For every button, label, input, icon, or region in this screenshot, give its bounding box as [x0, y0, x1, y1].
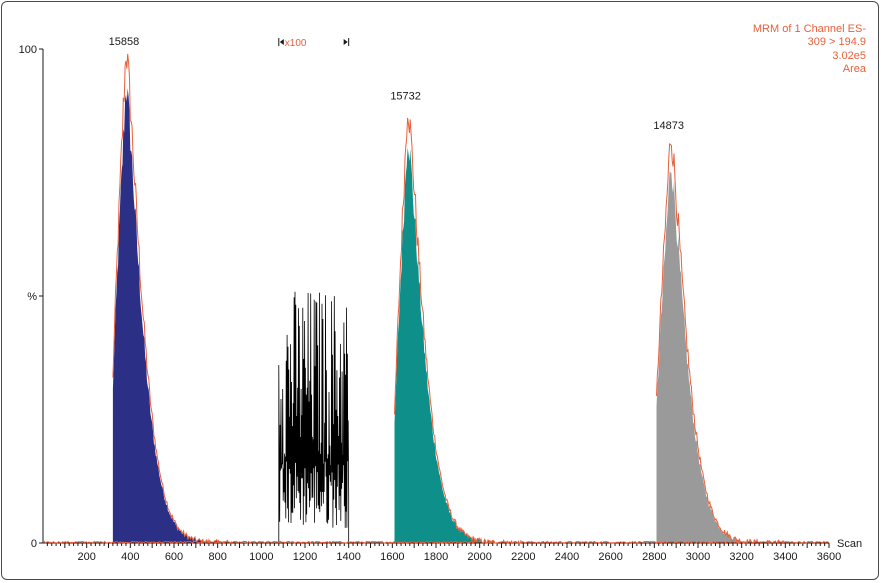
x-tick-label: 2800: [642, 551, 666, 563]
x-tick-label: 2400: [555, 551, 579, 563]
peak-label: 15858: [109, 36, 140, 48]
x-tick-label: 3000: [686, 551, 710, 563]
x-tick-label: 200: [77, 551, 95, 563]
info-line-transition: 309 > 194.9: [808, 36, 866, 48]
noise-trace: [278, 291, 350, 544]
x-tick-label: 3600: [817, 551, 841, 563]
x-tick-label: 3200: [729, 551, 753, 563]
x-tick-label: 1400: [336, 551, 360, 563]
x-axis-label: Scan: [837, 538, 862, 550]
magnify-left-arrow-icon: [279, 39, 284, 45]
info-line-intensity: 3.02e5: [832, 50, 866, 62]
y-tick-label: %: [27, 291, 37, 303]
baseline-trace: [43, 540, 830, 544]
peak-fill: [656, 171, 785, 544]
x-tick-label: 1600: [380, 551, 404, 563]
peak-2: 15732: [390, 90, 522, 545]
noise-region: [278, 291, 350, 544]
trace-info: MRM of 1 Channel ES- 309 > 194.9 3.02e5 …: [753, 23, 867, 75]
info-line-channel: MRM of 1 Channel ES-: [753, 23, 866, 35]
magnification-marker: x100: [278, 38, 350, 49]
peak-label: 14873: [653, 120, 684, 132]
info-line-mode: Area: [843, 63, 867, 75]
peak-outline: [112, 53, 240, 545]
y-tick-label: 100: [19, 44, 37, 56]
magnify-right-arrow-icon: [343, 39, 348, 45]
x-tick-label: 2200: [511, 551, 535, 563]
magnify-label: x100: [285, 38, 307, 49]
peak-fill: [394, 147, 522, 543]
x-tick-label: 2000: [467, 551, 491, 563]
x-tick-label: 600: [165, 551, 183, 563]
x-tick-label: 1000: [249, 551, 273, 563]
x-tick-label: 3400: [773, 551, 797, 563]
x-tick-label: 400: [121, 551, 139, 563]
x-tick-label: 1200: [293, 551, 317, 563]
x-tick-label: 800: [208, 551, 226, 563]
x-tick-label: 2600: [598, 551, 622, 563]
x-tick-label: 1800: [424, 551, 448, 563]
peak-label: 15732: [390, 90, 421, 102]
y-tick-label: 0: [31, 538, 37, 550]
axes: 200 400 600 800 1000 1200 1400 1600 1800 2000 2200…: [19, 44, 842, 563]
peak-3: 14873: [653, 120, 785, 545]
peak-1: 15858: [109, 36, 240, 545]
peak-fill: [112, 88, 240, 543]
peaks: 15858 15732 14873: [109, 36, 785, 545]
